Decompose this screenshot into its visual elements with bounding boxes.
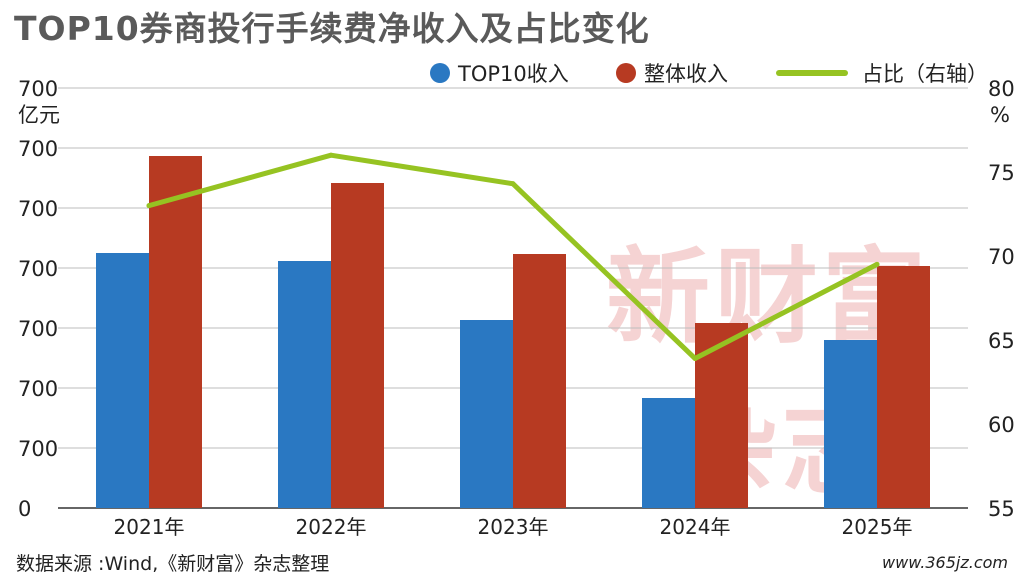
site-url: www.365jz.com [882, 553, 1008, 572]
bar-top10 [278, 261, 331, 508]
bar-total [877, 266, 930, 508]
ratio-point [510, 181, 516, 187]
chart-area: 0700700700700700700700亿元556065707580%202… [18, 77, 1015, 539]
y-tick-left: 700 [18, 317, 58, 341]
y-tick-left: 700 [18, 197, 58, 221]
bar-top10 [460, 320, 513, 508]
y-tick-right: 80 [988, 77, 1015, 101]
y-tick-left: 700 [18, 377, 58, 401]
legend: TOP10收入 整体收入 占比（右轴） [430, 58, 1020, 86]
x-tick-label: 2024年 [660, 515, 731, 539]
y-unit-right: % [990, 103, 1010, 127]
legend-item-ratio: 占比（右轴） [776, 58, 988, 88]
y-tick-left: 700 [18, 257, 58, 281]
bar-top10 [96, 253, 149, 508]
ratio-point [146, 203, 152, 209]
y-tick-left: 700 [18, 137, 58, 161]
bar-total [331, 183, 384, 508]
ratio-point [874, 261, 880, 267]
legend-label-total: 整体收入 [644, 62, 728, 86]
legend-label-ratio: 占比（右轴） [862, 62, 988, 86]
x-tick-label: 2022年 [296, 515, 367, 539]
ratio-point [328, 152, 334, 158]
y-unit-left: 亿元 [18, 103, 60, 127]
bar-total [149, 156, 202, 508]
legend-marker-total [616, 63, 636, 83]
x-tick-label: 2025年 [842, 515, 913, 539]
chart-title: TOP10券商投行手续费净收入及占比变化 [14, 9, 650, 48]
legend-marker-ratio [776, 70, 848, 76]
ratio-point [692, 355, 698, 361]
legend-item-total: 整体收入 [616, 58, 728, 88]
legend-item-top10: TOP10收入 [430, 58, 569, 88]
y-tick-right: 55 [988, 497, 1015, 521]
x-tick-label: 2021年 [114, 515, 185, 539]
y-tick-right: 75 [988, 161, 1015, 185]
bar-top10 [642, 398, 695, 508]
y-tick-right: 70 [988, 245, 1015, 269]
y-tick-right: 65 [988, 329, 1015, 353]
source-note: 数据来源 :Wind,《新财富》杂志整理 [16, 553, 330, 575]
y-tick-left: 700 [18, 437, 58, 461]
y-tick-left: 700 [18, 77, 58, 101]
bar-top10 [824, 340, 877, 508]
legend-marker-top10 [430, 63, 450, 83]
bar-total [513, 254, 566, 508]
legend-label-top10: TOP10收入 [458, 62, 569, 86]
bar-total [695, 323, 748, 508]
y-tick-right: 60 [988, 413, 1015, 437]
x-tick-label: 2023年 [478, 515, 549, 539]
y-tick-left: 0 [18, 497, 31, 521]
